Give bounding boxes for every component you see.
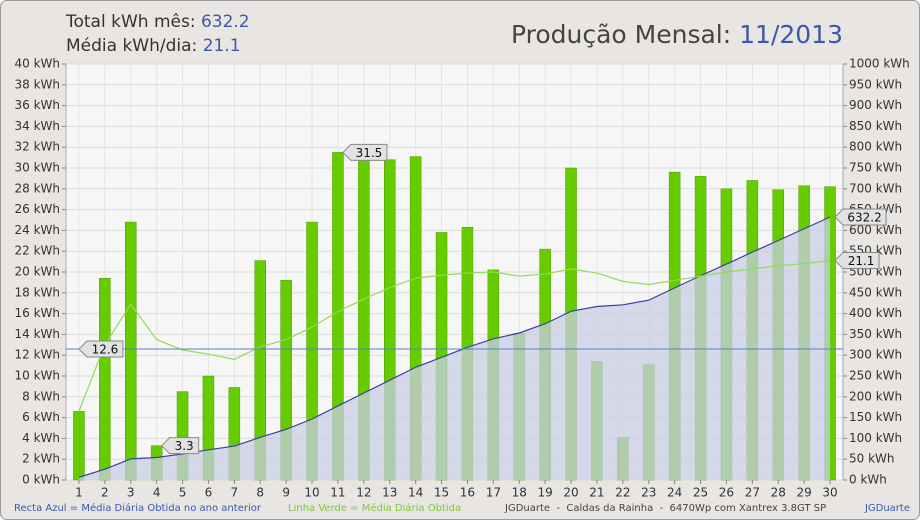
green-note: Linha Verde = Média Diária Obtida xyxy=(288,502,461,514)
y2-tick-label: 950 kWh xyxy=(849,77,902,91)
area-line xyxy=(78,216,831,478)
bar xyxy=(73,411,85,481)
x-tick-label: 13 xyxy=(382,486,397,500)
x-tick-label: 16 xyxy=(460,486,475,500)
y-tick-label: 26 kWh xyxy=(14,202,60,216)
total-value: 632.2 xyxy=(201,12,250,32)
x-tick-label: 20 xyxy=(563,486,578,500)
y-tick-label: 22 kWh xyxy=(14,244,60,258)
y-tick-label: 8 kWh xyxy=(22,389,60,403)
callout-box xyxy=(78,340,124,358)
x-tick-label: 14 xyxy=(408,486,423,500)
site-note: JGDuarte - Caldas da Rainha - 6470Wp com… xyxy=(504,503,826,514)
y-tick-label: 10 kWh xyxy=(14,369,60,383)
y2-tick-label: 350 kWh xyxy=(849,327,902,341)
x-tick-label: 19 xyxy=(538,486,553,500)
x-tick-label: 25 xyxy=(693,486,708,500)
x-tick-label: 28 xyxy=(771,486,786,500)
title: Produção Mensal: 11/2013 xyxy=(511,20,843,49)
y2-tick-label: 800 kWh xyxy=(849,140,902,154)
y2-tick-label: 150 kWh xyxy=(849,410,902,424)
y2-tick-label: 200 kWh xyxy=(849,389,902,403)
x-tick-label: 18 xyxy=(512,486,527,500)
x-tick-label: 5 xyxy=(179,486,187,500)
y-tick-label: 38 kWh xyxy=(14,77,60,91)
title-text: Produção Mensal: xyxy=(511,20,731,49)
y2-tick-label: 0 kWh xyxy=(849,473,887,487)
y2-tick-label: 850 kWh xyxy=(849,119,902,133)
y-tick-label: 32 kWh xyxy=(14,140,60,154)
y-tick-label: 30 kWh xyxy=(14,161,60,175)
callout-label: 12.6 xyxy=(92,342,119,356)
callout-label: 31.5 xyxy=(356,146,383,160)
y-tick-label: 6 kWh xyxy=(22,410,60,424)
y2-tick-label: 400 kWh xyxy=(849,306,902,320)
period: 11/2013 xyxy=(739,20,843,49)
x-tick-label: 17 xyxy=(486,486,501,500)
author: JGDuarte xyxy=(864,503,910,514)
y2-tick-label: 450 kWh xyxy=(849,285,902,299)
y2-tick-label: 600 kWh xyxy=(849,223,902,237)
y-tick-label: 24 kWh xyxy=(14,223,60,237)
y2-tick-label: 300 kWh xyxy=(849,348,902,362)
average-value: 21.1 xyxy=(203,36,241,56)
callout-box xyxy=(834,252,880,270)
callout-box xyxy=(160,437,200,455)
y2-tick-label: 900 kWh xyxy=(849,98,902,112)
y-tick-label: 28 kWh xyxy=(14,181,60,195)
average-line: Média kWh/dia: 21.1 xyxy=(66,36,241,56)
y2-tick-label: 1000 kWh xyxy=(849,57,910,71)
x-tick-label: 23 xyxy=(641,486,656,500)
x-tick-label: 9 xyxy=(282,486,290,500)
x-tick-label: 12 xyxy=(356,486,371,500)
total-label: Total kWh mês: xyxy=(65,12,196,32)
x-tick-label: 11 xyxy=(330,486,345,500)
callout-label: 21.1 xyxy=(848,254,875,268)
total-line: Total kWh mês: 632.2 xyxy=(65,12,250,32)
line xyxy=(78,259,831,412)
x-tick-label: 2 xyxy=(101,486,109,500)
y-tick-label: 36 kWh xyxy=(14,98,60,112)
y2-tick-label: 750 kWh xyxy=(849,161,902,175)
callout-label: 3.3 xyxy=(175,439,194,453)
x-tick-label: 27 xyxy=(745,486,760,500)
x-tick-label: 21 xyxy=(589,486,604,500)
y-tick-label: 34 kWh xyxy=(14,119,60,133)
x-tick-label: 24 xyxy=(667,486,682,500)
blue-note: Recta Azul = Média Diária Obtida no ano … xyxy=(14,502,262,514)
y-tick-label: 18 kWh xyxy=(14,285,60,299)
x-tick-label: 6 xyxy=(205,486,213,500)
x-tick-label: 8 xyxy=(256,486,264,500)
y-tick-label: 12 kWh xyxy=(14,348,60,362)
x-tick-label: 29 xyxy=(797,486,812,500)
y2-tick-label: 100 kWh xyxy=(849,431,902,445)
x-tick-label: 15 xyxy=(434,486,449,500)
x-tick-label: 4 xyxy=(153,486,161,500)
callout-box xyxy=(834,208,887,226)
y-tick-label: 40 kWh xyxy=(14,57,60,71)
y-tick-label: 4 kWh xyxy=(22,431,60,445)
x-tick-label: 22 xyxy=(615,486,630,500)
bar xyxy=(99,277,111,481)
x-tick-label: 26 xyxy=(719,486,734,500)
y2-tick-label: 50 kWh xyxy=(849,452,895,466)
x-tick-label: 10 xyxy=(304,486,319,500)
y-tick-label: 2 kWh xyxy=(22,452,60,466)
bar xyxy=(125,221,137,481)
x-tick-label: 30 xyxy=(822,486,837,500)
area xyxy=(78,217,831,480)
x-tick-label: 3 xyxy=(127,486,135,500)
y-tick-label: 0 kWh xyxy=(22,473,60,487)
y-tick-label: 14 kWh xyxy=(14,327,60,341)
callout-label: 632.2 xyxy=(847,211,881,225)
y-tick-label: 20 kWh xyxy=(14,265,60,279)
y2-tick-label: 250 kWh xyxy=(849,369,902,383)
y-tick-label: 16 kWh xyxy=(14,306,60,320)
y2-tick-label: 700 kWh xyxy=(849,181,902,195)
callout-box xyxy=(342,143,388,161)
x-tick-label: 7 xyxy=(231,486,239,500)
average-label: Média kWh/dia: xyxy=(66,36,197,56)
x-tick-label: 1 xyxy=(75,486,83,500)
